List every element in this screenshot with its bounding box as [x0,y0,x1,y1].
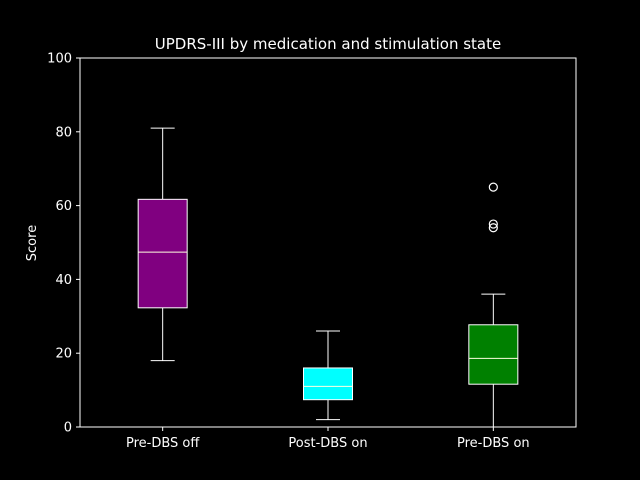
y-tick-label: 20 [55,347,72,362]
x-tick-label: Post-DBS on [288,436,367,451]
box-iqr [137,198,188,309]
y-tick-label: 60 [55,199,72,214]
y-tick-label: 40 [55,273,72,288]
outlier-point [488,182,498,192]
box-iqr [303,367,353,401]
box-group [137,127,188,362]
y-tick-label: 0 [64,421,72,436]
x-tick-label: Pre-DBS off [126,436,200,451]
y-tick-label: 100 [47,52,72,67]
y-axis-label: Score [25,225,40,261]
plot-frame [79,57,577,428]
outlier-point [488,219,498,229]
box-iqr [468,324,519,385]
outlier-point [488,223,498,233]
box-group [468,182,519,428]
y-tick-label: 80 [55,125,72,140]
chart-title: UPDRS-III by medication and stimulation … [155,35,501,53]
x-tick-label: Pre-DBS on [457,436,530,451]
box-group [303,330,353,421]
